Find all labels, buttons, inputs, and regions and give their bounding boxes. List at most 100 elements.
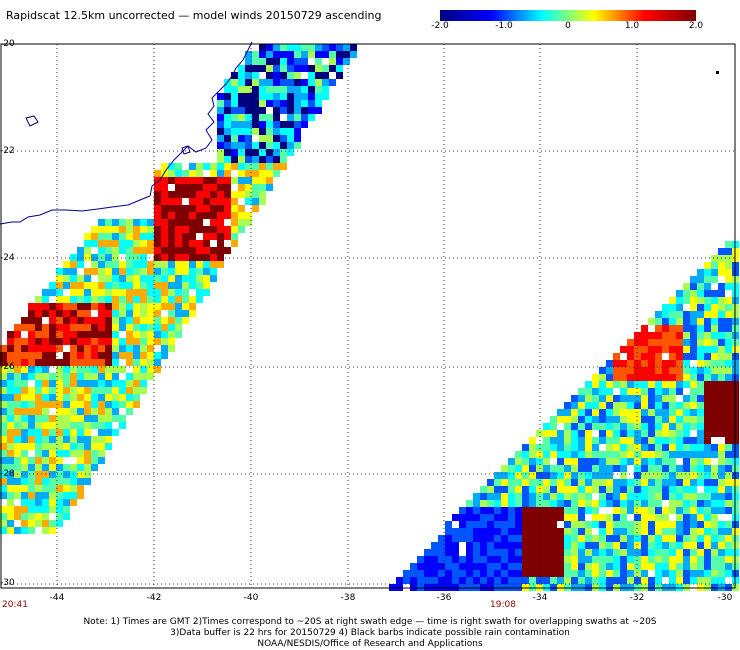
wind-cell bbox=[91, 408, 98, 415]
wind-cell bbox=[515, 556, 522, 563]
wind-cell bbox=[683, 311, 690, 318]
wind-cell bbox=[91, 289, 98, 296]
wind-cell bbox=[543, 535, 550, 542]
wind-cell bbox=[613, 458, 620, 465]
wind-cell bbox=[175, 205, 182, 212]
wind-cell bbox=[112, 415, 119, 422]
wind-cell bbox=[203, 282, 210, 289]
wind-cell bbox=[676, 521, 683, 528]
wind-cell bbox=[224, 191, 231, 198]
wind-cell bbox=[133, 247, 140, 254]
wind-cell bbox=[634, 367, 641, 374]
wind-cell bbox=[35, 415, 42, 422]
wind-cell bbox=[42, 443, 49, 450]
wind-cell bbox=[217, 170, 224, 177]
wind-cell bbox=[77, 296, 84, 303]
wind-cell bbox=[683, 290, 690, 297]
wind-cell bbox=[210, 268, 217, 275]
wind-cell bbox=[98, 429, 105, 436]
wind-cell bbox=[578, 437, 585, 444]
wind-cell bbox=[508, 465, 515, 472]
wind-cell bbox=[63, 464, 70, 471]
wind-cell bbox=[77, 408, 84, 415]
wind-cell bbox=[655, 437, 662, 444]
wind-cell bbox=[133, 275, 140, 282]
wind-cell bbox=[606, 493, 613, 500]
wind-cell bbox=[718, 262, 725, 269]
wind-cell bbox=[63, 450, 70, 457]
wind-cell bbox=[224, 226, 231, 233]
wind-cell bbox=[154, 247, 161, 254]
wind-cell bbox=[42, 401, 49, 408]
wind-cell bbox=[662, 437, 669, 444]
wind-cell bbox=[501, 521, 508, 528]
wind-cell bbox=[98, 331, 105, 338]
wind-cell bbox=[725, 283, 732, 290]
wind-cell bbox=[697, 472, 704, 479]
wind-cell bbox=[210, 205, 217, 212]
wind-cell bbox=[501, 472, 508, 479]
wind-cell bbox=[571, 479, 578, 486]
lon-label: -44 bbox=[49, 593, 65, 603]
wind-cell bbox=[606, 423, 613, 430]
wind-cell bbox=[564, 423, 571, 430]
wind-cell bbox=[641, 514, 648, 521]
wind-cell bbox=[28, 436, 35, 443]
wind-cell bbox=[704, 437, 711, 444]
wind-cell bbox=[98, 310, 105, 317]
wind-cell bbox=[690, 283, 697, 290]
wind-cell bbox=[697, 339, 704, 346]
wind-cell bbox=[133, 401, 140, 408]
wind-cell bbox=[669, 556, 676, 563]
wind-cell bbox=[231, 100, 238, 107]
wind-cell bbox=[168, 345, 175, 352]
wind-cell bbox=[683, 297, 690, 304]
wind-cell bbox=[543, 479, 550, 486]
wind-cell bbox=[669, 563, 676, 570]
wind-cell bbox=[259, 184, 266, 191]
wind-cell bbox=[627, 563, 634, 570]
wind-cell bbox=[662, 388, 669, 395]
wind-cell bbox=[21, 373, 28, 380]
wind-cell bbox=[273, 72, 280, 79]
wind-cell bbox=[641, 507, 648, 514]
wind-cell bbox=[599, 367, 606, 374]
wind-cell bbox=[655, 500, 662, 507]
wind-cell bbox=[147, 359, 154, 366]
wind-cell bbox=[98, 324, 105, 331]
wind-cell bbox=[245, 86, 252, 93]
wind-cell bbox=[718, 255, 725, 262]
wind-cell bbox=[669, 416, 676, 423]
wind-cell bbox=[35, 352, 42, 359]
wind-cell bbox=[697, 451, 704, 458]
wind-cell bbox=[550, 563, 557, 570]
wind-cell bbox=[126, 373, 133, 380]
wind-cell bbox=[655, 549, 662, 556]
wind-cell bbox=[49, 338, 56, 345]
wind-cell bbox=[119, 219, 126, 226]
wind-cell bbox=[14, 352, 21, 359]
wind-cell bbox=[634, 549, 641, 556]
wind-cell bbox=[662, 493, 669, 500]
wind-cell bbox=[77, 450, 84, 457]
wind-cell bbox=[718, 395, 725, 402]
wind-cell bbox=[578, 514, 585, 521]
wind-cell bbox=[98, 275, 105, 282]
wind-cell bbox=[56, 380, 63, 387]
wind-cell bbox=[217, 247, 224, 254]
wind-cell bbox=[725, 521, 732, 528]
wind-cell bbox=[585, 430, 592, 437]
wind-cell bbox=[725, 549, 732, 556]
wind-cell bbox=[487, 493, 494, 500]
wind-cell bbox=[592, 521, 599, 528]
wind-cell bbox=[119, 317, 126, 324]
wind-cell bbox=[697, 367, 704, 374]
wind-cell bbox=[98, 268, 105, 275]
wind-cell bbox=[133, 366, 140, 373]
wind-cell bbox=[203, 261, 210, 268]
wind-cell bbox=[77, 254, 84, 261]
wind-cell bbox=[669, 311, 676, 318]
wind-cell bbox=[280, 107, 287, 114]
wind-cell bbox=[676, 332, 683, 339]
wind-cell bbox=[473, 500, 480, 507]
